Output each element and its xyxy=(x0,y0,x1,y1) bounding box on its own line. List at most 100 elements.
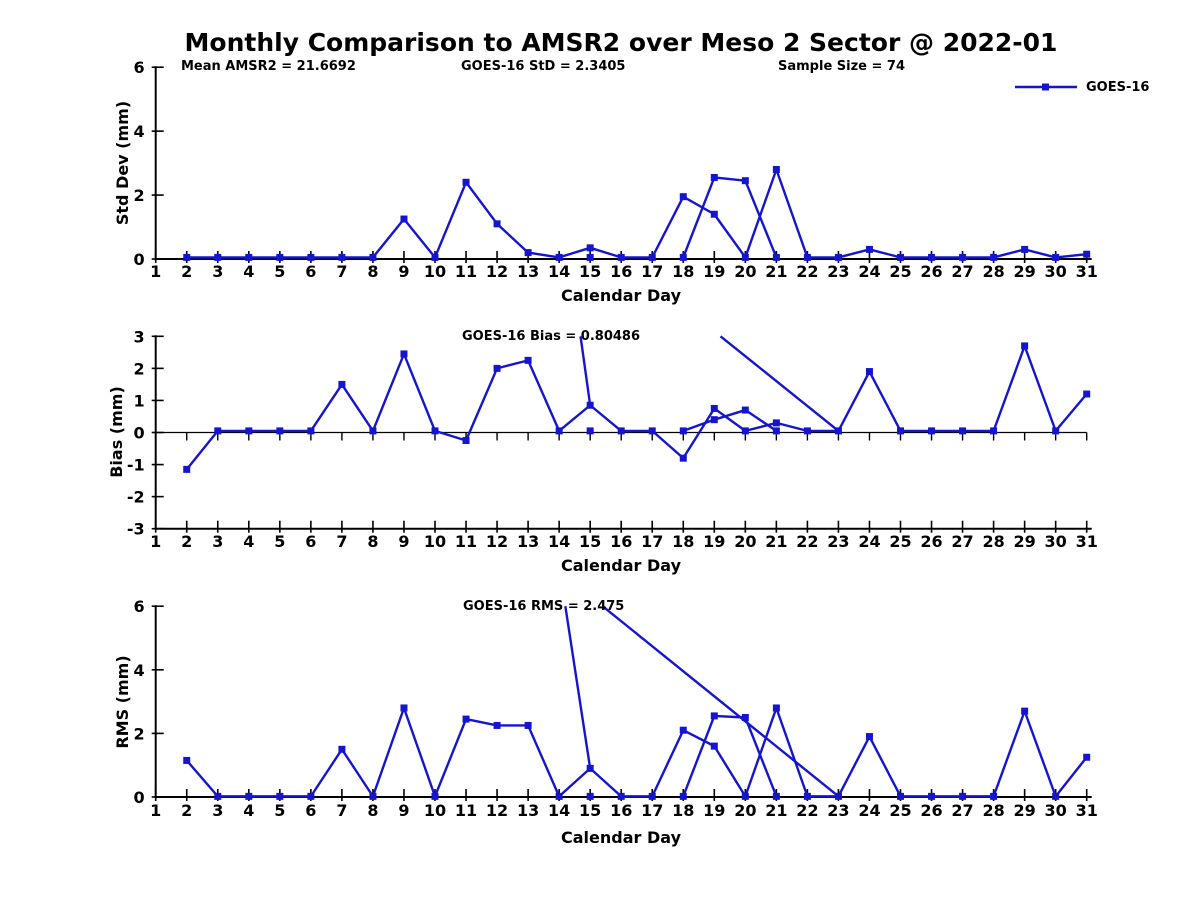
rms-data-point xyxy=(369,792,377,800)
bias-data-point xyxy=(865,368,873,376)
std-dev-axes: 1 2 3 4 5 6 7 8 9 10 11 12 13 14 15 16 17 18 19 20 21 22 23 24 2… xyxy=(134,58,1098,281)
bias-data-point xyxy=(1021,342,1029,350)
svg-text:27: 27 xyxy=(951,801,973,820)
svg-text:28: 28 xyxy=(982,532,1004,551)
rms-data-point xyxy=(586,764,594,772)
annotation-sample-size: Sample Size = 74 xyxy=(778,59,906,74)
svg-text:31: 31 xyxy=(1076,262,1098,281)
std-dev-plot: 1 2 3 4 5 6 7 8 9 10 11 12 13 14 15 16 17 18 19 20 21 22 23 24 2… xyxy=(134,58,1098,281)
legend: GOES-16 xyxy=(1014,79,1149,95)
rms-data-point xyxy=(245,792,253,800)
xlabel-calendar-day-2: Calendar Day xyxy=(561,556,681,575)
std-dev-data-point xyxy=(276,253,284,261)
svg-text:15: 15 xyxy=(579,262,601,281)
svg-text:25: 25 xyxy=(889,801,911,820)
bias-data-point xyxy=(214,427,222,435)
svg-text:29: 29 xyxy=(1014,801,1036,820)
bias-data-point xyxy=(586,427,594,435)
svg-text:27: 27 xyxy=(951,532,973,551)
svg-text:1: 1 xyxy=(150,801,161,820)
svg-text:16: 16 xyxy=(610,262,632,281)
svg-text:2: 2 xyxy=(134,724,145,743)
svg-text:6: 6 xyxy=(305,801,316,820)
svg-text:20: 20 xyxy=(734,262,756,281)
svg-text:14: 14 xyxy=(548,532,570,551)
rms-data-point xyxy=(710,742,718,750)
svg-text:6: 6 xyxy=(134,597,145,616)
svg-text:23: 23 xyxy=(827,262,849,281)
bias-data-point xyxy=(834,427,842,435)
rms-data-point xyxy=(214,792,222,800)
bias-data-point xyxy=(586,401,594,409)
std-dev-goes16-line xyxy=(183,165,1091,261)
rms-data-point xyxy=(1083,753,1091,761)
svg-text:11: 11 xyxy=(455,262,477,281)
std-dev-data-point xyxy=(1083,250,1091,258)
bias-data-point xyxy=(897,427,904,435)
svg-text:19: 19 xyxy=(703,801,725,820)
svg-text:6: 6 xyxy=(305,532,316,551)
bias-data-point xyxy=(338,380,346,388)
svg-text:22: 22 xyxy=(796,532,818,551)
svg-text:7: 7 xyxy=(336,801,347,820)
svg-text:26: 26 xyxy=(920,262,942,281)
svg-text:12: 12 xyxy=(486,262,508,281)
svg-text:2: 2 xyxy=(181,532,192,551)
legend-line-icon xyxy=(1015,83,1077,91)
rms-data-point xyxy=(1052,792,1060,800)
svg-text:26: 26 xyxy=(920,532,942,551)
bias-data-point xyxy=(431,427,439,435)
svg-text:17: 17 xyxy=(641,532,663,551)
xlabel-calendar-day-3: Calendar Day xyxy=(561,828,681,847)
bias-data-point xyxy=(990,427,998,435)
svg-text:31: 31 xyxy=(1076,532,1098,551)
std-dev-data-point xyxy=(586,244,594,252)
bias-data-point xyxy=(183,465,191,473)
rms-data-point xyxy=(865,733,873,741)
svg-text:0: 0 xyxy=(134,788,145,807)
svg-text:21: 21 xyxy=(765,801,787,820)
svg-text:17: 17 xyxy=(641,262,663,281)
annotation-goes16-bias: GOES-16 Bias = 0.80486 xyxy=(462,329,641,344)
std-dev-data-point xyxy=(679,253,687,261)
rms-data-point xyxy=(679,726,687,734)
svg-text:3: 3 xyxy=(134,327,145,346)
svg-text:16: 16 xyxy=(610,532,632,551)
svg-text:0: 0 xyxy=(134,424,145,443)
svg-text:7: 7 xyxy=(336,532,347,551)
svg-text:4: 4 xyxy=(243,801,254,820)
chart-title: Monthly Comparison to AMSR2 over Meso 2 … xyxy=(184,28,1058,57)
rms-data-point xyxy=(462,715,470,723)
rms-data-point xyxy=(772,704,780,712)
rms-data-point xyxy=(803,792,811,800)
svg-text:4: 4 xyxy=(243,262,254,281)
svg-text:-2: -2 xyxy=(127,488,145,507)
bias-data-point xyxy=(741,427,749,435)
rms-data-point xyxy=(928,792,936,800)
std-dev-data-point xyxy=(897,253,904,261)
svg-text:20: 20 xyxy=(734,801,756,820)
rms-data-point xyxy=(555,792,563,800)
svg-text:6: 6 xyxy=(134,58,145,77)
bias-data-point xyxy=(928,427,936,435)
svg-text:18: 18 xyxy=(672,262,694,281)
svg-text:4: 4 xyxy=(134,122,145,141)
svg-text:22: 22 xyxy=(796,262,818,281)
svg-text:5: 5 xyxy=(274,532,285,551)
svg-text:5: 5 xyxy=(274,262,285,281)
svg-text:1: 1 xyxy=(150,262,161,281)
svg-text:2: 2 xyxy=(134,359,145,378)
rms-data-point xyxy=(710,712,718,720)
svg-text:3: 3 xyxy=(212,801,223,820)
svg-text:2: 2 xyxy=(181,801,192,820)
bias-plot: 1 2 3 4 5 6 7 8 9 10 11 12 13 14 15 16 17 18 19 20 21 22 23 24 2… xyxy=(127,327,1098,551)
bias-data-point xyxy=(462,437,470,445)
std-dev-data-point xyxy=(803,253,811,261)
svg-text:18: 18 xyxy=(672,801,694,820)
svg-text:8: 8 xyxy=(367,801,378,820)
rms-plot: 1 2 3 4 5 6 7 8 9 10 11 12 13 14 15 16 17 18 19 20 21 22 23 24 2… xyxy=(134,597,1098,820)
svg-text:12: 12 xyxy=(486,532,508,551)
svg-text:26: 26 xyxy=(920,801,942,820)
